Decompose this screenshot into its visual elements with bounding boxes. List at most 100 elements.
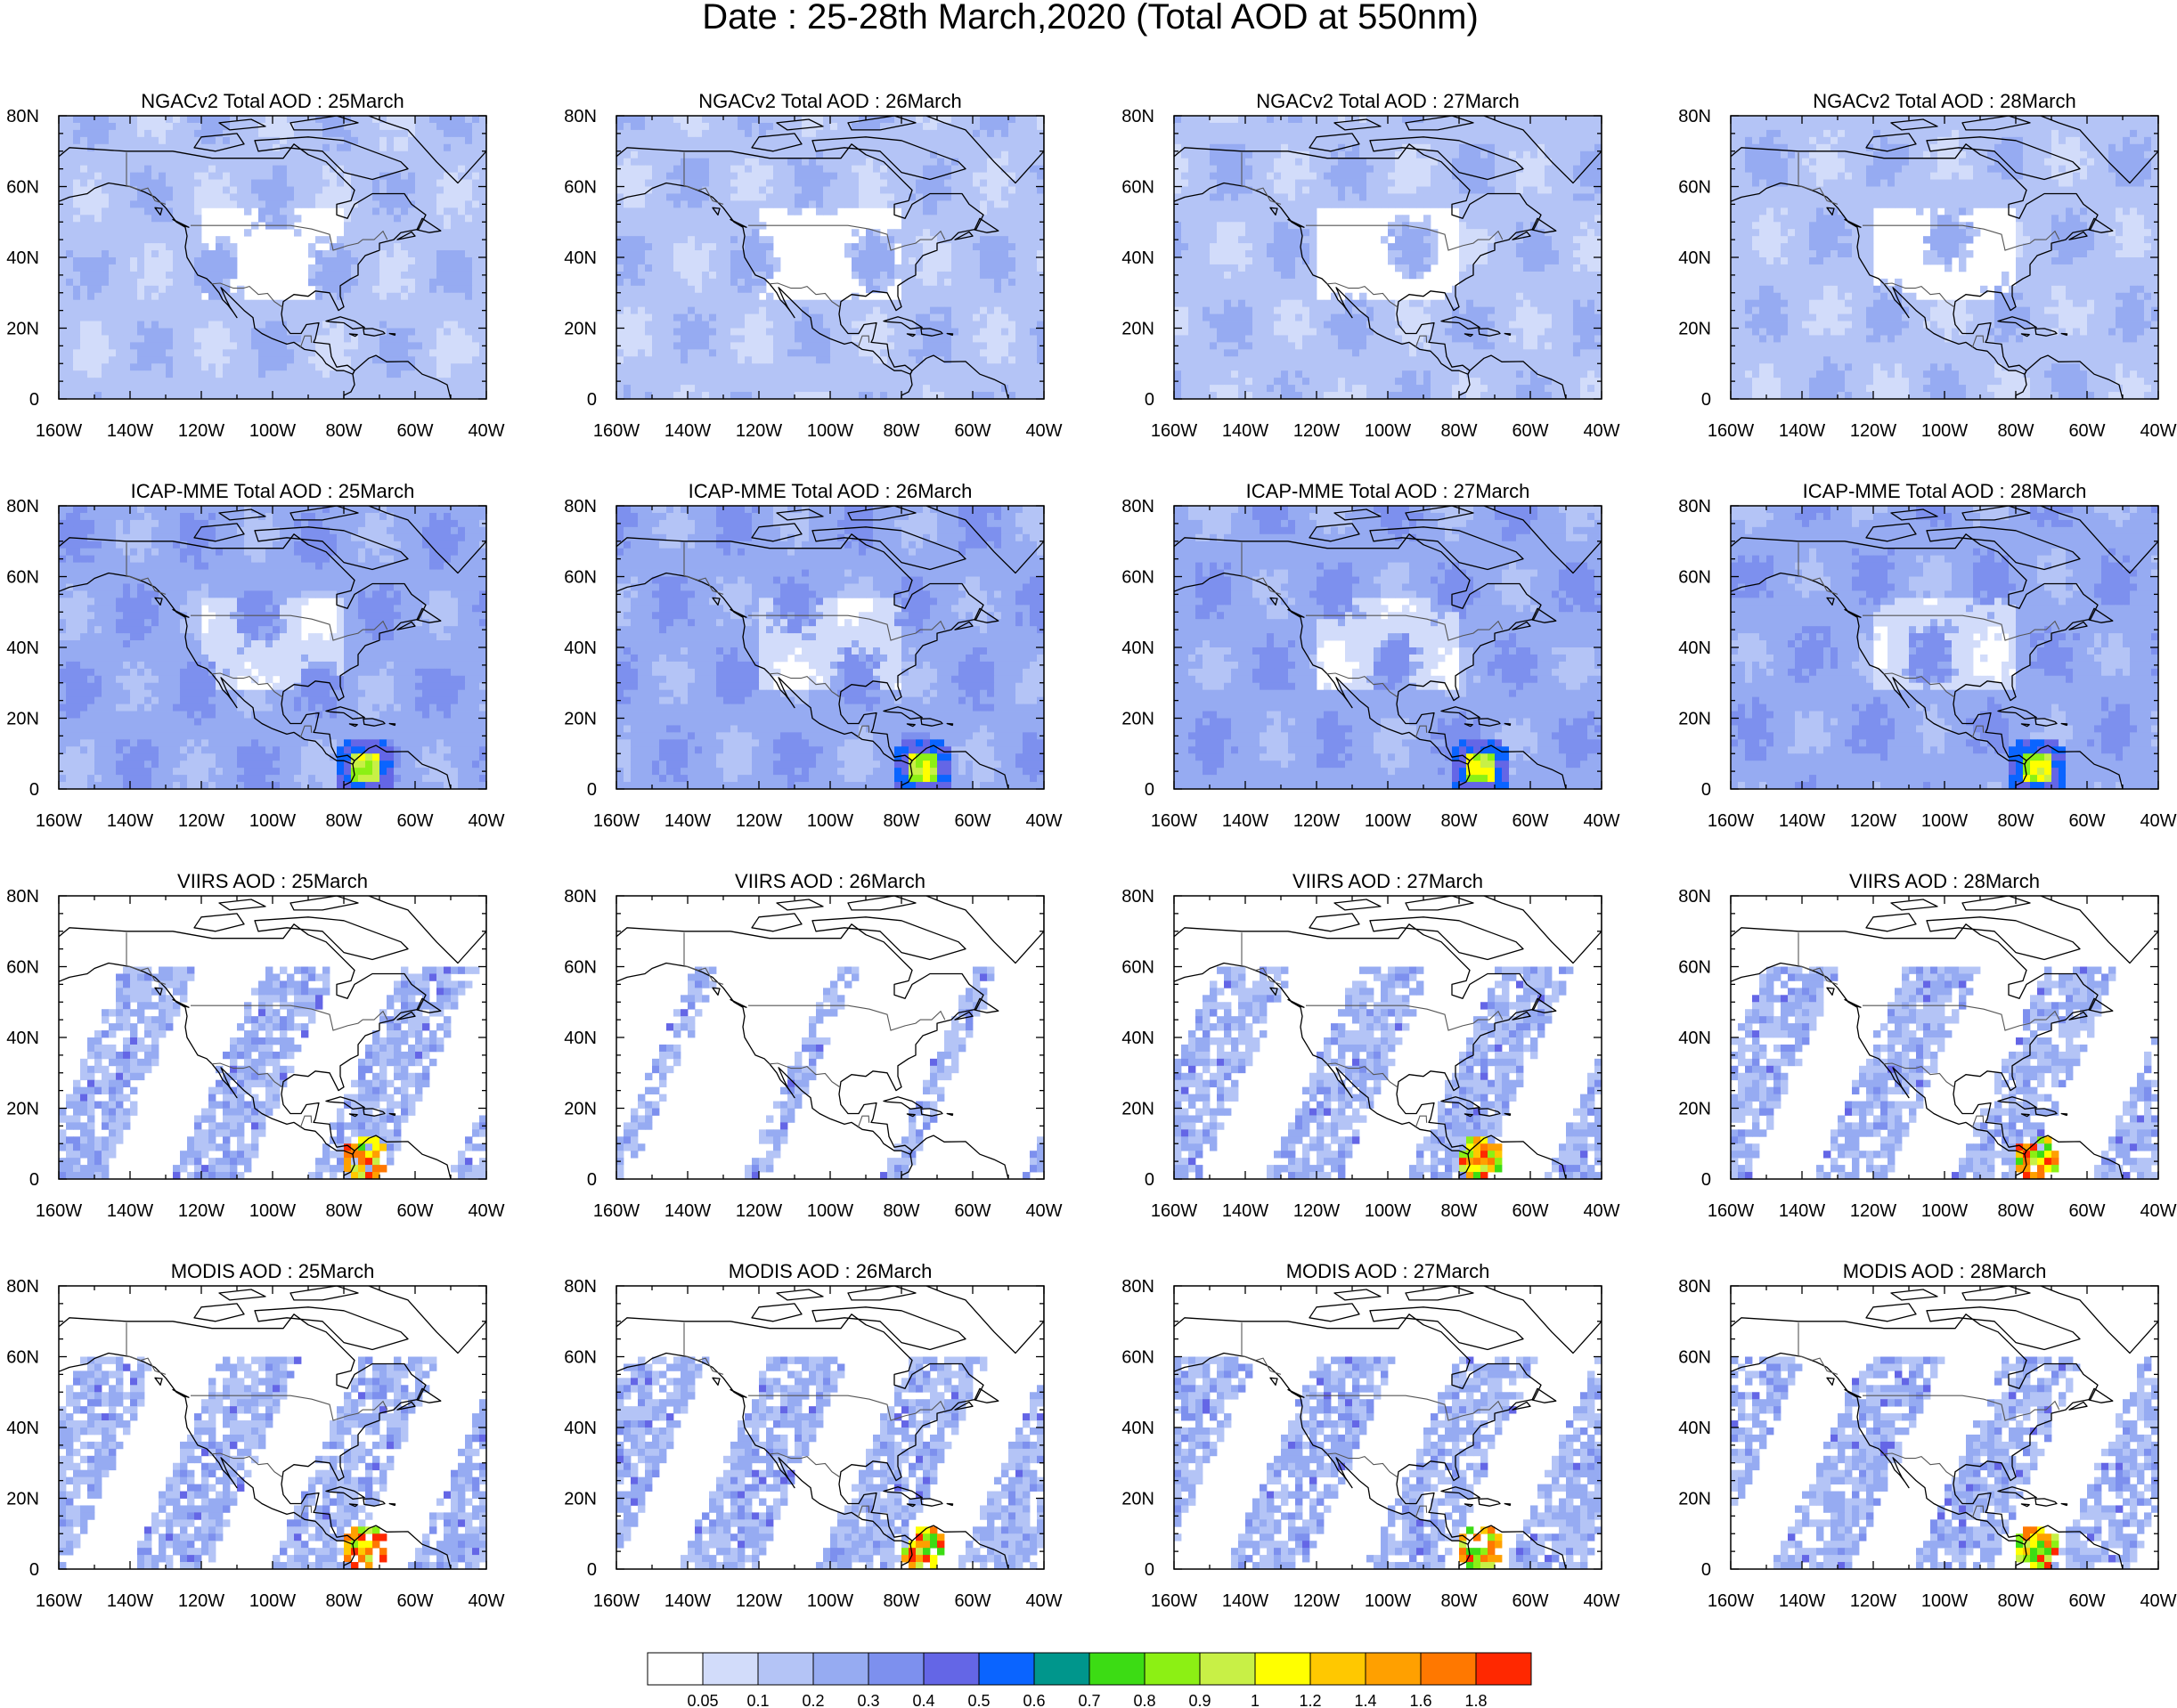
lon-tick-label: 60W [1512,811,1548,831]
colorbar-label: 0.05 [687,1692,718,1708]
lat-tick-label: 60N [564,1348,597,1368]
political-border [1241,1322,1504,1518]
lon-tick-label: 160W [593,811,640,831]
lat-tick-label: 40N [1678,1029,1711,1048]
lon-tick-label: 100W [249,421,296,441]
lat-tick-label: 60N [1121,568,1154,588]
lon-tick-label: 160W [1708,421,1754,441]
lon-tick-label: 120W [1850,811,1896,831]
colorbar-label: 1.2 [1299,1692,1321,1708]
panel-title: NGACv2 Total AOD : 26March [698,90,962,112]
panel-title: ICAP-MME Total AOD : 26March [689,480,973,502]
colorbar-swatch [1254,1652,1311,1686]
lon-tick-label: 80W [883,1591,919,1611]
lon-tick-label: 140W [1222,421,1268,441]
lon-tick-label: 120W [1850,1201,1896,1221]
lat-tick-label: 40N [564,638,597,658]
lon-tick-label: 120W [1293,811,1340,831]
colorbar-swatch [1309,1652,1366,1686]
aod-field [616,1356,1044,1569]
lon-tick-label: 100W [1921,1591,1968,1611]
lon-tick-label: 60W [396,1591,433,1611]
lat-tick-label: 60N [1678,958,1711,978]
map-panel: 80N 60N 40N 20N 0 160W 140W 120W 100W 80W 60W 40W IC… [6,480,504,831]
colorbar-label: 0.5 [967,1692,990,1708]
panel-grid: 80N 60N 40N 20N 0 160W 140W 120W 100W 80W 60W 40W NG… [6,90,2176,1611]
coastline [616,1286,1044,1569]
colorbar-label: 0.1 [746,1692,769,1708]
lat-tick-label: 0 [1145,1560,1154,1580]
lat-tick-label: 0 [29,1170,39,1190]
coastline [59,896,486,1179]
lon-tick-label: 140W [665,421,711,441]
lon-tick-label: 160W [1151,1201,1197,1221]
lon-tick-label: 120W [1293,1201,1340,1221]
lat-tick-label: 40N [1121,1419,1154,1438]
coastline [1731,896,2158,1179]
lon-tick-label: 140W [107,421,153,441]
lat-tick-label: 20N [1678,1490,1711,1509]
lon-tick-label: 160W [1708,1201,1754,1221]
lon-tick-label: 80W [1997,1201,2034,1221]
political-border [1241,542,1504,738]
lon-tick-label: 140W [665,1201,711,1221]
lon-tick-label: 80W [1997,811,2034,831]
lat-tick-label: 40N [6,1029,39,1048]
lon-tick-label: 120W [178,1201,224,1221]
lon-tick-label: 120W [1293,1591,1340,1611]
map-panel: 80N 60N 40N 20N 0 160W 140W 120W 100W 80W 60W 40W VI… [1678,870,2176,1221]
lat-tick-label: 0 [1701,1170,1711,1190]
colorbar-label: 0.2 [802,1692,824,1708]
lon-tick-label: 60W [396,421,433,441]
lat-tick-label: 20N [6,1100,39,1119]
lat-tick-label: 0 [1701,1560,1711,1580]
panel-title: MODIS AOD : 26March [729,1260,933,1282]
political-border [126,152,388,348]
lon-tick-label: 140W [665,1591,711,1611]
lon-tick-label: 80W [1440,1201,1477,1221]
lat-tick-label: 80N [1678,497,1711,516]
map-panel: 80N 60N 40N 20N 0 160W 140W 120W 100W 80W 60W 40W MO… [564,1260,1062,1611]
lon-tick-label: 100W [1365,811,1411,831]
lat-tick-label: 40N [564,248,597,268]
map-panel: 80N 60N 40N 20N 0 160W 140W 120W 100W 80W 60W 40W VI… [564,870,1062,1221]
coastline [59,1286,486,1569]
colorbar-swatch [978,1652,1035,1686]
coastline [616,506,1044,789]
colorbar-label: 1.4 [1354,1692,1376,1708]
coastline [1174,1286,1602,1569]
lon-tick-label: 120W [736,811,782,831]
coastline [1731,506,2158,789]
lat-tick-label: 80N [6,887,39,907]
political-border [126,932,388,1128]
lon-tick-label: 160W [36,1591,82,1611]
lon-tick-label: 160W [36,421,82,441]
lon-tick-label: 80W [883,811,919,831]
coastline [59,506,486,789]
lon-tick-label: 40W [1583,421,1619,441]
aod-field [616,116,1044,399]
lon-tick-label: 120W [1293,421,1340,441]
lon-tick-label: 80W [883,1201,919,1221]
lat-tick-label: 0 [587,390,597,410]
lat-tick-label: 20N [1678,1100,1711,1119]
lon-tick-label: 40W [468,1201,504,1221]
lat-tick-label: 80N [564,107,597,126]
lon-tick-label: 120W [178,811,224,831]
lat-tick-label: 0 [1145,1170,1154,1190]
aod-field [616,966,1044,1179]
lon-tick-label: 60W [1512,421,1548,441]
lat-tick-label: 0 [1145,780,1154,800]
map-panel: 80N 60N 40N 20N 0 160W 140W 120W 100W 80W 60W 40W NG… [1678,90,2176,441]
map-panel: 80N 60N 40N 20N 0 160W 140W 120W 100W 80W 60W 40W IC… [1121,480,1619,831]
lat-tick-label: 80N [564,497,597,516]
lat-tick-label: 80N [6,1277,39,1297]
lon-tick-label: 100W [807,811,853,831]
colorbar-swatch [1365,1652,1422,1686]
lon-tick-label: 40W [468,811,504,831]
aod-field [1731,966,2158,1179]
colorbar-swatch [1475,1652,1532,1686]
colorbar-label: 0.7 [1078,1692,1100,1708]
coastline [1174,896,1602,1179]
lat-tick-label: 60N [1121,1348,1154,1368]
